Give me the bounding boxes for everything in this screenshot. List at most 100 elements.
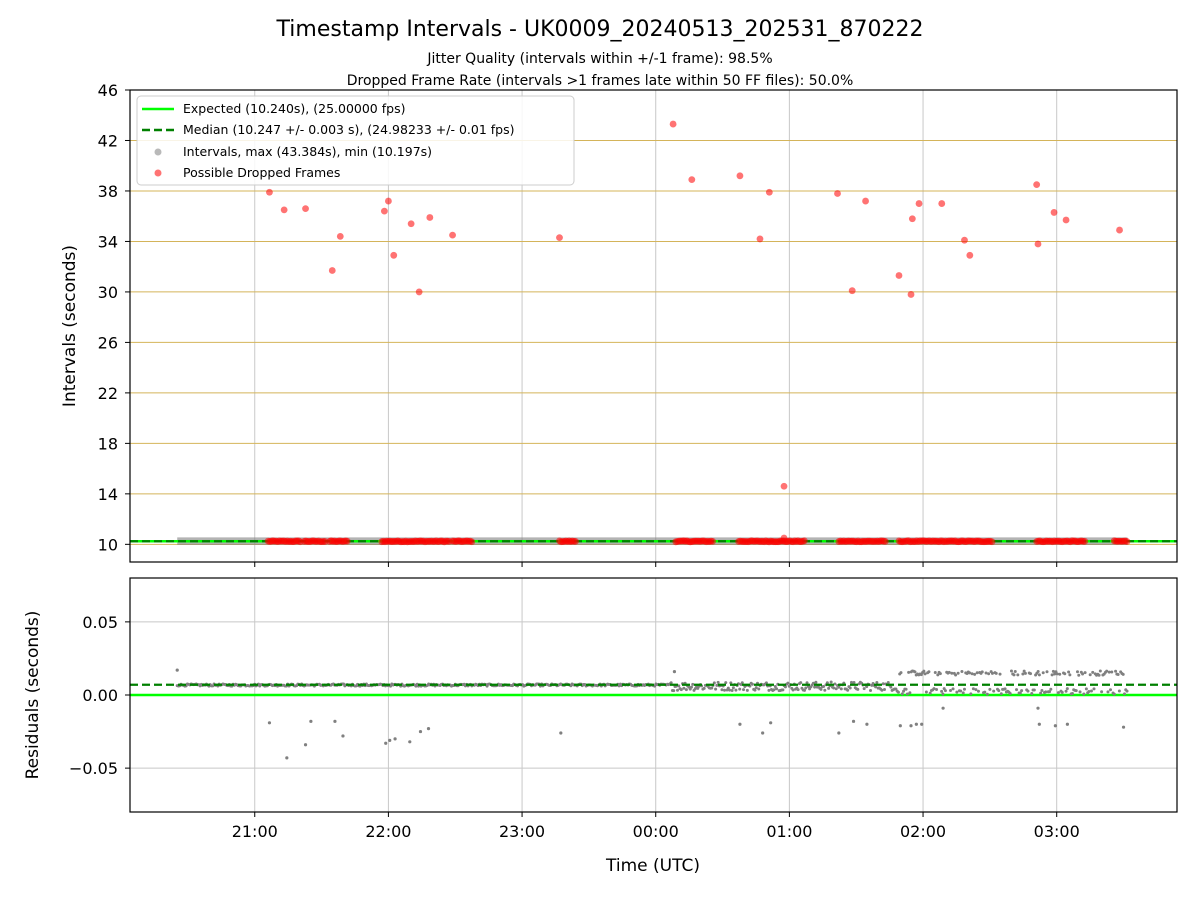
residual-point — [714, 687, 718, 691]
residual-point — [1100, 690, 1104, 694]
residual-point — [899, 671, 903, 675]
residual-point — [716, 680, 720, 684]
residual-point — [962, 687, 966, 691]
top-y-tick-label: 22 — [98, 384, 118, 403]
residual-point — [869, 688, 873, 692]
top-y-axis-label: Intervals (seconds) — [60, 245, 80, 407]
residual-point — [999, 692, 1003, 696]
dropped-frame-point — [780, 482, 788, 490]
residual-point — [796, 688, 800, 692]
top-y-tick-label: 18 — [98, 434, 118, 453]
residual-point — [1044, 690, 1048, 694]
dropped-frame-point — [1123, 538, 1131, 545]
residual-point — [1037, 673, 1041, 677]
x-tick-label: 02:00 — [900, 822, 946, 841]
residual-point — [426, 727, 431, 731]
residual-point — [837, 685, 841, 689]
residual-point — [1053, 672, 1057, 676]
residual-point — [1068, 673, 1072, 677]
residual-point — [1049, 687, 1053, 691]
residual-point — [1016, 673, 1020, 677]
residual-point — [924, 690, 928, 694]
dropped-frame-point — [1033, 181, 1041, 189]
legend-dropped-swatch — [154, 169, 162, 177]
residual-point — [791, 688, 795, 692]
residual-point — [886, 681, 890, 685]
residual-point — [950, 671, 954, 675]
legend-expected-label: Expected (10.240s), (25.00000 fps) — [183, 101, 405, 116]
residual-point — [1087, 690, 1091, 694]
dropped-frame-point — [1116, 226, 1123, 234]
residual-point — [742, 688, 746, 692]
dropped-frame-point — [765, 188, 773, 196]
chart-title: Timestamp Intervals - UK0009_20240513_20… — [276, 17, 924, 42]
dropped-frame-point — [426, 214, 434, 221]
residual-point — [955, 690, 959, 694]
residual-point — [960, 670, 964, 674]
residual-point — [987, 672, 991, 676]
residual-point — [1084, 687, 1088, 691]
residual-point — [689, 685, 693, 689]
residual-point — [832, 686, 836, 690]
residual-point — [1032, 688, 1036, 692]
residual-point — [773, 684, 777, 688]
residual-point — [1117, 689, 1121, 693]
residual-point — [1097, 673, 1101, 677]
residual-point — [672, 689, 676, 693]
residual-point — [267, 721, 272, 725]
residual-point — [1008, 691, 1012, 695]
residual-point — [1048, 690, 1052, 694]
residual-point — [1110, 670, 1114, 674]
residual-point — [848, 686, 852, 690]
residual-point — [851, 719, 856, 723]
residual-point — [908, 691, 912, 695]
residual-point — [775, 687, 779, 691]
residual-point — [881, 682, 885, 686]
residual-point — [1013, 670, 1017, 674]
residual-point — [922, 669, 926, 673]
bottom-y-tick-label: 0.00 — [82, 686, 118, 705]
residual-point — [1036, 669, 1040, 673]
dropped-frame-point — [848, 287, 856, 295]
residual-point — [418, 729, 423, 734]
legend-median-label: Median (10.247 +/- 0.003 s), (24.98233 +… — [183, 122, 514, 137]
dropped-frame-point — [1034, 240, 1042, 248]
residual-point — [839, 687, 843, 691]
residual-point — [880, 688, 884, 692]
residual-point — [1012, 673, 1016, 677]
x-tick-label: 22:00 — [365, 822, 411, 841]
top-y-tick-label: 46 — [98, 81, 118, 100]
residual-point — [676, 688, 680, 692]
residual-point — [1030, 692, 1034, 696]
residual-point — [559, 731, 563, 735]
dropped-frame-point — [343, 537, 351, 545]
dropped-frame-point — [756, 235, 764, 243]
residual-point — [941, 706, 945, 710]
residual-point — [997, 689, 1001, 693]
top-y-tick-label: 42 — [98, 131, 118, 150]
bottom-y-tick-label: 0.05 — [82, 613, 118, 632]
residual-point — [814, 680, 818, 684]
residual-point — [754, 686, 758, 690]
residual-point — [669, 681, 673, 685]
subtitle-jitter: Jitter Quality (intervals within +/-1 fr… — [426, 51, 772, 67]
residual-point — [988, 687, 992, 691]
residual-point — [882, 688, 886, 692]
dropped-frame-point — [449, 231, 456, 239]
x-tick-label: 00:00 — [633, 822, 679, 841]
residual-point — [862, 687, 866, 691]
residual-point — [333, 719, 337, 723]
residual-point — [757, 687, 761, 691]
legend-intervals-swatch — [154, 148, 162, 156]
residual-point — [913, 670, 917, 674]
residual-point — [1021, 672, 1025, 676]
dropped-frame-point — [881, 538, 889, 545]
residual-point — [693, 687, 697, 691]
residual-point — [1078, 690, 1082, 694]
residual-point — [764, 681, 768, 685]
dropped-frame-point — [390, 251, 398, 259]
dropped-frame-point — [280, 206, 288, 214]
residual-point — [825, 681, 829, 685]
dropped-frame-point — [468, 538, 476, 546]
top-plot-content — [130, 120, 1177, 546]
